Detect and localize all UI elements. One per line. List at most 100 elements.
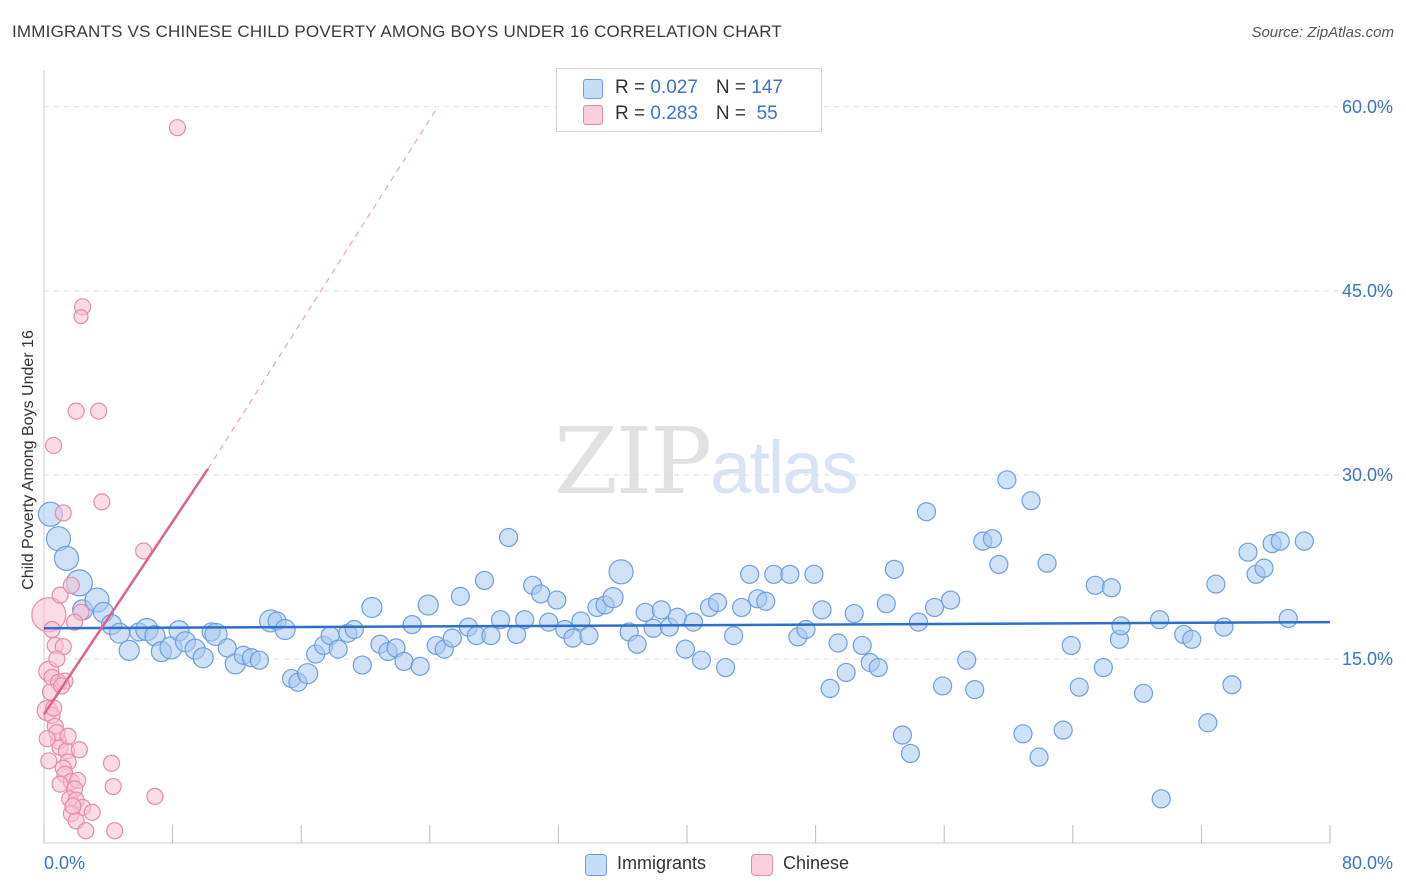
r-value-chinese: 0.283 bbox=[650, 103, 698, 124]
immigrants-point bbox=[724, 626, 744, 646]
immigrants-point bbox=[675, 639, 695, 659]
immigrants-point bbox=[852, 635, 872, 656]
immigrants-point bbox=[941, 590, 961, 610]
immigrants-point bbox=[608, 559, 634, 585]
immigrants-point bbox=[812, 600, 832, 620]
legend-label-immigrants: Immigrants bbox=[617, 853, 707, 873]
chinese-point bbox=[70, 741, 88, 759]
immigrants-point bbox=[352, 655, 372, 675]
immigrants-point bbox=[804, 564, 824, 584]
chinese-point bbox=[168, 119, 187, 137]
watermark-atlas: atlas bbox=[710, 426, 858, 509]
immigrants-point bbox=[627, 634, 647, 654]
n-value-chinese: 55 bbox=[751, 103, 778, 124]
immigrants-point bbox=[982, 529, 1003, 549]
chinese-trend-line bbox=[42, 468, 210, 715]
y-tick-label: 30.0% bbox=[1342, 465, 1393, 485]
immigrants-point bbox=[707, 592, 728, 613]
chinese-point bbox=[54, 504, 72, 522]
immigrants-point bbox=[1069, 677, 1089, 697]
n-label: N = bbox=[715, 103, 752, 124]
immigrants-point bbox=[602, 587, 624, 609]
immigrants-point bbox=[1111, 616, 1131, 636]
chinese-point bbox=[64, 797, 82, 815]
immigrants-point bbox=[916, 502, 937, 522]
immigrants-point bbox=[651, 600, 671, 620]
immigrants-point bbox=[1206, 574, 1226, 594]
r-label: R = bbox=[615, 103, 651, 124]
chinese-point bbox=[59, 727, 77, 745]
immigrants-point bbox=[192, 647, 214, 669]
chinese-point bbox=[40, 752, 58, 770]
immigrants-point bbox=[796, 619, 816, 640]
chinese-point bbox=[146, 787, 164, 805]
r-value-immigrants: 0.027 bbox=[650, 77, 698, 98]
immigrants-point bbox=[643, 618, 663, 638]
immigrants-point bbox=[490, 610, 511, 630]
immigrants-point bbox=[1021, 491, 1041, 511]
immigrants-point bbox=[394, 651, 414, 672]
watermark: ZIPatlas bbox=[554, 408, 858, 515]
immigrants-point bbox=[217, 638, 237, 658]
chinese-point bbox=[73, 309, 89, 325]
immigrants-point bbox=[204, 622, 228, 647]
immigrants-trend-line bbox=[43, 620, 1331, 630]
legend-label-chinese: Chinese bbox=[783, 853, 850, 873]
immigrants-point bbox=[1214, 617, 1234, 637]
immigrants-point bbox=[417, 594, 439, 616]
immigrants-point bbox=[997, 470, 1017, 490]
immigrants-point bbox=[876, 594, 896, 614]
immigrants-point bbox=[828, 633, 848, 653]
y-tick-label: 60.0% bbox=[1342, 97, 1393, 117]
immigrants-point bbox=[481, 626, 501, 646]
immigrants-point bbox=[249, 650, 270, 670]
legend-swatch-chinese bbox=[583, 105, 603, 125]
immigrants-point bbox=[732, 597, 752, 618]
chinese-point bbox=[77, 822, 95, 840]
immigrants-point bbox=[1013, 724, 1033, 744]
immigrants-point bbox=[715, 657, 736, 678]
chinese-point bbox=[106, 822, 124, 840]
chinese-point bbox=[45, 436, 63, 455]
immigrants-point bbox=[450, 586, 470, 606]
immigrants-point bbox=[1182, 629, 1202, 649]
chinese-point bbox=[67, 402, 85, 420]
immigrants-point bbox=[691, 650, 712, 670]
x-tick-label-max: 80.0% bbox=[1342, 853, 1393, 873]
n-value-immigrants: 147 bbox=[751, 77, 783, 98]
immigrants-point bbox=[1238, 542, 1258, 562]
immigrants-point bbox=[924, 597, 945, 618]
immigrants-point bbox=[683, 612, 704, 632]
immigrants-point bbox=[1029, 747, 1049, 767]
chinese-point bbox=[104, 777, 122, 796]
chinese-point bbox=[51, 775, 69, 793]
immigrants-point bbox=[957, 650, 977, 670]
immigrants-point bbox=[1222, 675, 1242, 695]
immigrants-point bbox=[118, 639, 140, 661]
immigrants-point bbox=[361, 596, 383, 619]
immigrants-point bbox=[740, 564, 760, 584]
chinese-trend-extension bbox=[207, 106, 439, 470]
immigrants-point bbox=[344, 619, 364, 640]
immigrants-point bbox=[1198, 713, 1218, 733]
immigrants-point bbox=[884, 559, 904, 579]
immigrants-point bbox=[756, 591, 776, 611]
immigrants-point bbox=[780, 564, 800, 584]
immigrants-point bbox=[53, 545, 80, 571]
x-tick-label-min: 0.0% bbox=[44, 853, 85, 873]
immigrants-point bbox=[531, 584, 551, 604]
series-legend: Immigrants Chinese bbox=[0, 852, 1406, 878]
immigrants-point bbox=[515, 610, 535, 630]
y-axis-label-wrap: Child Poverty Among Boys Under 16 bbox=[14, 290, 44, 630]
chinese-point bbox=[102, 754, 121, 772]
chinese-point bbox=[62, 576, 80, 594]
immigrants-point bbox=[1150, 610, 1170, 630]
immigrants-point bbox=[1093, 657, 1113, 678]
immigrants-point bbox=[1061, 635, 1081, 656]
immigrants-point bbox=[892, 725, 913, 745]
y-tick-label: 15.0% bbox=[1342, 649, 1393, 669]
immigrants-point bbox=[1053, 720, 1073, 740]
n-label: N = bbox=[715, 77, 752, 98]
immigrants-point bbox=[1151, 789, 1171, 809]
watermark-zip: ZIP bbox=[554, 408, 712, 515]
